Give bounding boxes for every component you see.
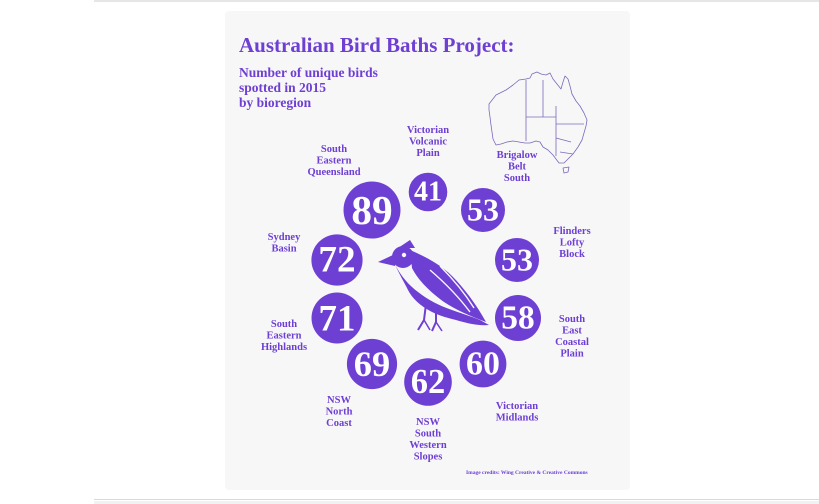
subtitle-line-3: by bioregion xyxy=(239,95,312,110)
bubble-victorian-midlands xyxy=(459,340,507,388)
region-label-victorian-midlands: Victorian Midlands xyxy=(496,401,539,424)
region-label-south-eastern-queensland: South Eastern Queensland xyxy=(307,144,360,178)
region-label-victorian-volcanic-plain: Victorian Volcanic Plain xyxy=(407,125,449,159)
subtitle-line-2: spotted in 2015 xyxy=(239,80,327,95)
bubble-value-victorian-midlands: 60 xyxy=(466,346,500,383)
bubble-series: 41 Victorian Volcanic Plain 53 Brigalow Belt So… xyxy=(261,125,591,463)
bubble-flinders-lofty-block xyxy=(495,238,539,282)
region-label-brigalow-belt-south: Brigalow Belt South xyxy=(497,150,538,184)
bubble-value-nsw-south-western-slopes: 62 xyxy=(411,363,446,401)
bubble-south-east-coastal-plain xyxy=(495,295,541,341)
chart-title: Australian Bird Baths Project: xyxy=(239,33,515,57)
top-divider xyxy=(94,0,819,2)
bubble-value-south-east-coastal-plain: 58 xyxy=(501,300,534,337)
bubble-brigalow-belt-south xyxy=(461,188,505,232)
australia-map-icon xyxy=(488,71,588,174)
bubble-south-eastern-queensland xyxy=(343,181,401,239)
region-label-south-east-coastal-plain: South East Coastal Plain xyxy=(555,314,589,360)
chart-subtitle: Number of unique birds spotted in 2015 b… xyxy=(239,65,419,110)
bubble-value-flinders-lofty-block: 53 xyxy=(501,243,533,278)
bubble-value-brigalow-belt-south: 53 xyxy=(467,193,499,228)
bottom-divider xyxy=(94,499,819,500)
bubble-victorian-volcanic-plain xyxy=(408,172,448,212)
bubble-value-nsw-north-coast: 69 xyxy=(354,344,390,384)
region-label-south-eastern-highlands: South Eastern Highlands xyxy=(261,319,307,353)
region-label-flinders-lofty-block: Flinders Lofty Block xyxy=(553,226,590,260)
bubble-sydney-basin xyxy=(311,234,363,286)
infographic-card xyxy=(225,11,630,490)
region-label-sydney-basin: Sydney Basin xyxy=(268,232,301,255)
bottom-divider-shadow xyxy=(94,501,819,504)
bubble-value-sydney-basin: 72 xyxy=(318,240,355,281)
bubble-value-victorian-volcanic-plain: 41 xyxy=(414,177,442,208)
region-label-nsw-south-western-slopes: NSW South Western Slopes xyxy=(409,417,446,463)
image-credit: Image credits: Wing Creative & Creative … xyxy=(466,470,588,476)
region-label-nsw-north-coast: NSW North Coast xyxy=(326,395,353,429)
bubble-value-south-eastern-queensland: 89 xyxy=(351,187,392,233)
bubble-nsw-north-coast xyxy=(346,338,398,390)
bubble-nsw-south-western-slopes xyxy=(404,358,452,406)
bird-icon xyxy=(378,240,489,332)
subtitle-line-1: Number of unique birds xyxy=(239,65,378,80)
bubble-south-eastern-highlands xyxy=(311,292,363,344)
bubble-value-south-eastern-highlands: 71 xyxy=(319,298,356,339)
